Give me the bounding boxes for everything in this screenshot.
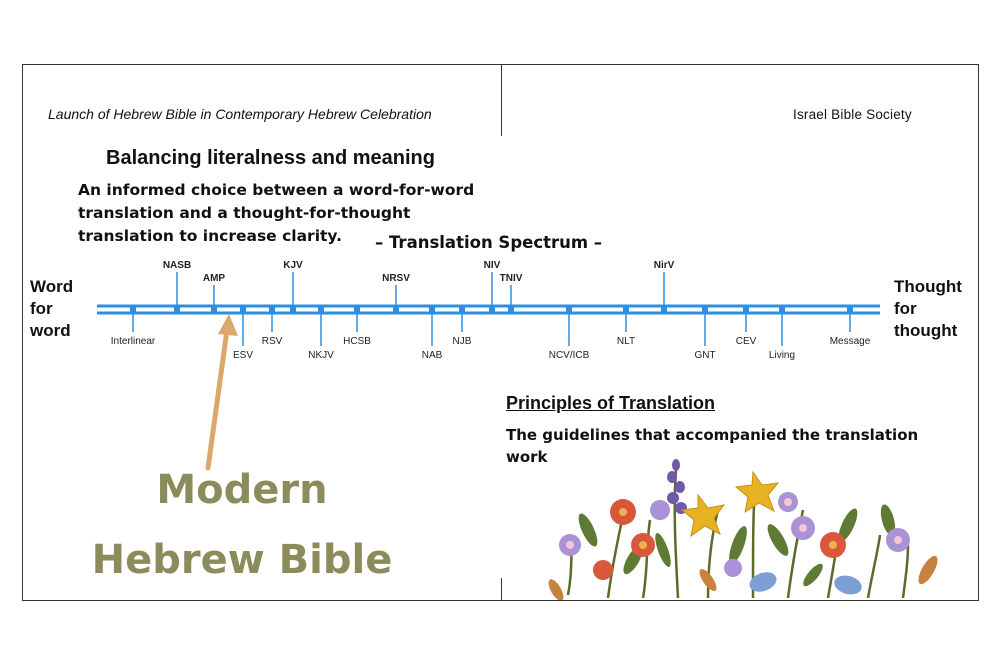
translation-label-nlt: NLT bbox=[617, 336, 635, 347]
center-divider-bottom bbox=[501, 578, 502, 601]
spectrum-left-label: Word for word bbox=[30, 277, 74, 340]
organization-name: Israel Bible Society bbox=[793, 107, 912, 122]
translation-label-njb: NJB bbox=[453, 336, 472, 347]
translation-label-rsv: RSV bbox=[262, 336, 283, 347]
balance-heading: Balancing literalness and meaning bbox=[106, 147, 435, 169]
spectrum-marker bbox=[290, 305, 296, 314]
spectrum-marker bbox=[779, 305, 785, 314]
principles-heading: Principles of Translation bbox=[506, 393, 716, 413]
event-title: Launch of Hebrew Bible in Contemporary H… bbox=[48, 106, 432, 122]
translation-label-esv: ESV bbox=[233, 350, 253, 361]
wildflowers-illustration-icon bbox=[548, 459, 938, 600]
translation-label-message: Message bbox=[830, 336, 871, 347]
translation-label-nkjv: NKJV bbox=[308, 350, 334, 361]
spectrum-marker bbox=[489, 305, 495, 314]
spectrum-marker bbox=[623, 305, 629, 314]
center-divider-top bbox=[501, 64, 502, 136]
spectrum-marker bbox=[174, 305, 180, 314]
translation-label-cev: CEV bbox=[736, 336, 757, 347]
translation-label-nirv: NirV bbox=[654, 260, 675, 271]
balance-description: An informed choice between a word-for-wo… bbox=[78, 181, 475, 245]
spectrum-marker bbox=[130, 305, 136, 314]
translation-label-amp: AMP bbox=[203, 273, 226, 284]
slide-frame bbox=[22, 64, 979, 601]
translation-label-kjv: KJV bbox=[283, 260, 303, 271]
modern-title-line2: Hebrew Bible bbox=[91, 537, 393, 583]
arrow-icon bbox=[205, 314, 238, 471]
spectrum-marker bbox=[354, 305, 360, 314]
spectrum-marker bbox=[508, 305, 514, 314]
translation-label-interlinear: Interlinear bbox=[111, 336, 156, 347]
spectrum-marker bbox=[211, 305, 217, 314]
principles-description: The guidelines that accompanied the tran… bbox=[506, 426, 919, 466]
spectrum-marker bbox=[566, 305, 572, 314]
translation-label-gnt: GNT bbox=[694, 350, 715, 361]
translation-label-tniv: TNIV bbox=[500, 273, 523, 284]
translation-label-hcsb: HCSB bbox=[343, 336, 371, 347]
spectrum-marker bbox=[702, 305, 708, 314]
spectrum-right-label: Thought for thought bbox=[894, 277, 962, 340]
translation-label-niv: NIV bbox=[484, 260, 501, 271]
spectrum-marker bbox=[847, 305, 853, 314]
spectrum-marker bbox=[318, 305, 324, 314]
spectrum-marker bbox=[661, 305, 667, 314]
spectrum-marker bbox=[240, 305, 246, 314]
translation-label-nab: NAB bbox=[422, 350, 443, 361]
spectrum-marker bbox=[459, 305, 465, 314]
spectrum-marker bbox=[393, 305, 399, 314]
translation-label-nasb: NASB bbox=[163, 260, 191, 271]
spectrum-title: – Translation Spectrum – bbox=[375, 233, 603, 252]
translation-label-ncv-icb: NCV/ICB bbox=[549, 350, 590, 361]
spectrum-marker bbox=[429, 305, 435, 314]
translation-label-nrsv: NRSV bbox=[382, 273, 410, 284]
modern-title-line1: Modern bbox=[156, 467, 328, 513]
spectrum-marker bbox=[269, 305, 275, 314]
spectrum-marker bbox=[743, 305, 749, 314]
translation-label-living: Living bbox=[769, 350, 795, 361]
